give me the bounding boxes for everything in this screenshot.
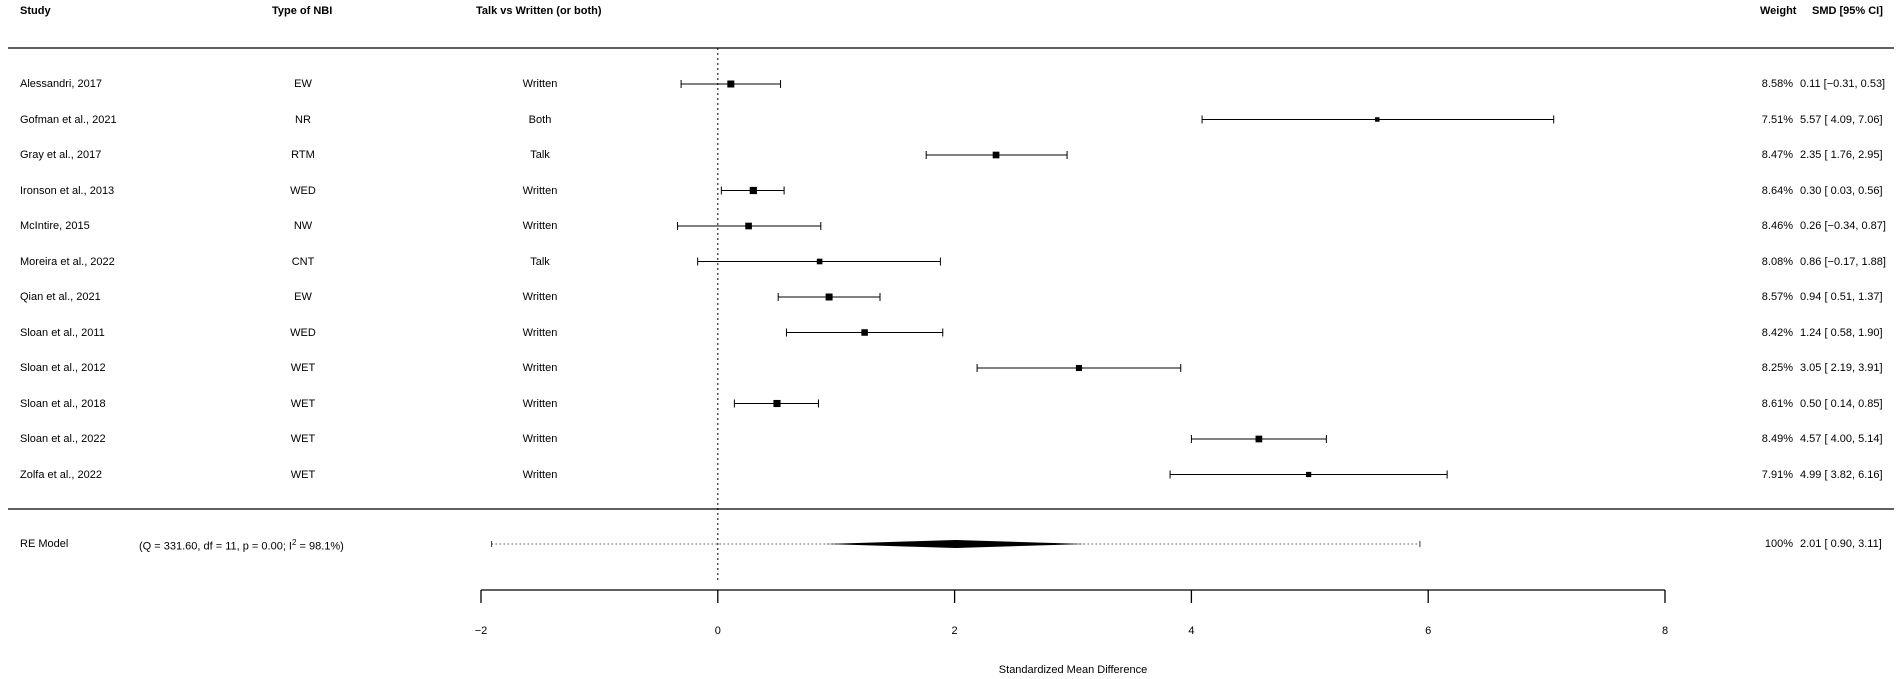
study-ci-text: 0.50 [ 0.14, 0.85] xyxy=(1800,397,1883,410)
study-name: Sloan et al., 2022 xyxy=(20,433,106,445)
summary-diamond xyxy=(824,540,1087,548)
nbi-type: NW xyxy=(293,220,313,232)
study-weight: 8.57% xyxy=(1761,291,1793,303)
study-ci-text: 0.30 [ 0.03, 0.56] xyxy=(1800,184,1883,197)
x-tick-label: 2 xyxy=(952,625,958,637)
study-ci-text: 2.35 [ 1.76, 2.95] xyxy=(1800,149,1883,161)
summary-stats-sup: 2 xyxy=(292,538,297,547)
summary-weight: 100% xyxy=(1764,538,1793,550)
study-weight: 8.25% xyxy=(1761,362,1793,374)
study-name: McIntire, 2015 xyxy=(20,220,90,232)
talk-vs-written: Written xyxy=(522,220,558,232)
header-talk-vs-written: Talk vs Written (or both) xyxy=(476,5,602,17)
study-ci-text: 1.24 [ 0.58, 1.90] xyxy=(1800,326,1883,339)
nbi-type: WET xyxy=(290,397,316,410)
study-weight: 8.47% xyxy=(1761,149,1793,161)
study-ci-text: 5.57 [ 4.09, 7.06] xyxy=(1800,113,1883,126)
point-estimate xyxy=(861,329,868,336)
x-tick-label: 0 xyxy=(715,625,721,637)
study-weight: 8.58% xyxy=(1761,78,1793,90)
point-estimate xyxy=(992,151,1000,159)
study-weight: 7.91% xyxy=(1761,468,1793,481)
study-ci-text: 4.57 [ 4.00, 5.14] xyxy=(1800,433,1883,445)
point-estimate xyxy=(1255,435,1263,443)
x-axis-title: Standardized Mean Difference xyxy=(999,664,1147,676)
x-tick-label: 8 xyxy=(1662,625,1668,637)
header-smd-ci: SMD [95% CI] xyxy=(1812,5,1883,17)
talk-vs-written: Written xyxy=(522,468,558,481)
nbi-type: RTM xyxy=(291,149,315,161)
point-estimate xyxy=(1375,117,1380,122)
study-name: Qian et al., 2021 xyxy=(20,291,101,303)
talk-vs-written: Written xyxy=(522,326,558,339)
summary-label: RE Model xyxy=(20,538,69,550)
study-ci-text: 0.94 [ 0.51, 1.37] xyxy=(1800,291,1883,303)
talk-vs-written: Written xyxy=(522,184,558,197)
nbi-type: NR xyxy=(295,113,311,126)
talk-vs-written: Both xyxy=(528,113,552,126)
point-estimate xyxy=(773,399,781,408)
study-weight: 8.61% xyxy=(1761,397,1793,410)
talk-vs-written: Written xyxy=(522,78,558,90)
talk-vs-written: Talk xyxy=(530,149,550,161)
study-weight: 8.64% xyxy=(1761,184,1793,197)
summary-stats: (Q = 331.60, df = 11, p = 0.00; I2 = 98.… xyxy=(139,536,344,554)
point-estimate xyxy=(816,258,823,265)
talk-vs-written: Talk xyxy=(530,255,550,268)
nbi-type: EW xyxy=(294,291,312,303)
nbi-type: CNT xyxy=(291,255,315,268)
point-estimate xyxy=(727,80,735,88)
study-ci-text: 0.11 [−0.31, 0.53] xyxy=(1800,78,1886,90)
talk-vs-written: Written xyxy=(522,433,558,445)
study-ci-text: 0.26 [−0.34, 0.87] xyxy=(1800,220,1886,232)
summary-ci-text: 2.01 [ 0.90, 3.11] xyxy=(1800,538,1882,550)
study-name: Sloan et al., 2018 xyxy=(20,397,106,410)
summary-stats-suffix: = 98.1%) xyxy=(296,540,344,553)
point-estimate xyxy=(749,186,757,195)
nbi-type: WET xyxy=(290,468,316,481)
nbi-type: WET xyxy=(290,433,316,445)
point-estimate xyxy=(745,222,752,230)
study-name: Sloan et al., 2012 xyxy=(20,362,106,374)
study-name: Gray et al., 2017 xyxy=(20,149,102,161)
summary-stats-prefix: (Q = 331.60, df = 11, p = 0.00; I xyxy=(139,540,292,553)
study-name: Sloan et al., 2011 xyxy=(20,326,105,339)
study-ci-text: 4.99 [ 3.82, 6.16] xyxy=(1800,468,1883,481)
nbi-type: WED xyxy=(290,184,316,197)
study-weight: 8.49% xyxy=(1761,433,1793,445)
talk-vs-written: Written xyxy=(522,397,558,410)
header-weight: Weight xyxy=(1760,5,1797,17)
x-tick-label: −2 xyxy=(475,625,488,637)
study-weight: 8.42% xyxy=(1761,326,1793,339)
study-ci-text: 0.86 [−0.17, 1.88] xyxy=(1800,255,1886,268)
point-estimate xyxy=(1075,364,1082,372)
study-weight: 8.46% xyxy=(1761,220,1793,232)
study-weight: 7.51% xyxy=(1761,113,1793,126)
study-ci-text: 3.05 [ 2.19, 3.91] xyxy=(1800,362,1883,374)
point-estimate xyxy=(1306,471,1312,478)
header-study: Study xyxy=(20,5,51,17)
study-name: Zolfa et al., 2022 xyxy=(20,468,102,481)
study-name: Alessandri, 2017 xyxy=(20,78,102,90)
x-tick-label: 6 xyxy=(1425,625,1431,637)
study-weight: 8.08% xyxy=(1761,255,1793,268)
nbi-type: WET xyxy=(290,362,316,374)
talk-vs-written: Written xyxy=(522,291,558,303)
header-type-of-nbi: Type of NBI xyxy=(272,5,333,17)
x-tick-label: 4 xyxy=(1188,625,1194,637)
study-name: Gofman et al., 2021 xyxy=(20,113,117,126)
study-name: Ironson et al., 2013 xyxy=(20,184,115,197)
study-name: Moreira et al., 2022 xyxy=(20,255,115,268)
nbi-type: EW xyxy=(294,78,312,90)
nbi-type: WED xyxy=(290,326,316,339)
talk-vs-written: Written xyxy=(522,362,558,374)
point-estimate xyxy=(825,293,833,301)
